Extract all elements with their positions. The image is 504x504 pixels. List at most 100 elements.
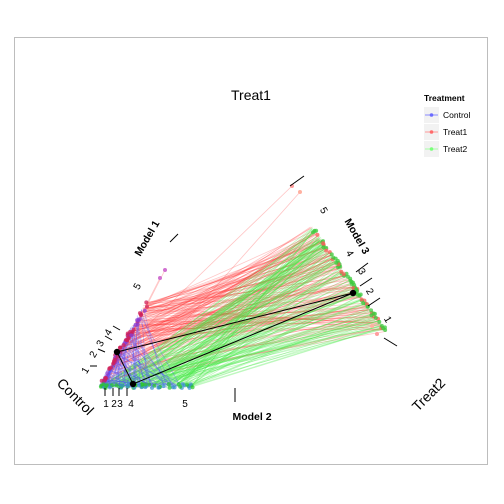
series-line-treat2 (149, 316, 378, 385)
point-model-3 (345, 274, 350, 279)
series-line-treat2 (98, 256, 332, 388)
series-line-control (119, 355, 175, 385)
series-line-treat1 (107, 314, 376, 372)
series-line-control (130, 332, 152, 386)
series-line-treat1 (133, 238, 321, 329)
series-line-control (113, 362, 121, 386)
series-line-treat1 (127, 312, 374, 335)
series-line-treat2 (152, 240, 324, 388)
series-line-treat1 (137, 316, 379, 323)
tick-label-model-1: 4 (103, 327, 116, 338)
tick-label-model-2: 4 (128, 399, 134, 410)
series-line-treat1 (112, 262, 338, 368)
series-line-treat2 (136, 236, 322, 387)
series-line-control (130, 334, 147, 386)
point-model-2 (178, 384, 183, 389)
series-line-treat2 (106, 265, 338, 388)
series-line-control (117, 352, 146, 386)
series-line-control (121, 347, 170, 388)
series-line-treat1 (108, 231, 317, 371)
series-line-treat2 (122, 320, 380, 388)
legend-entry-treat2: Treat2 (424, 141, 468, 157)
series-line-treat2 (193, 326, 383, 387)
series-line-treat1 (120, 239, 322, 350)
series-line-treat1 (116, 234, 317, 359)
series-line-treat1 (132, 281, 351, 332)
series-line-treat1 (142, 265, 341, 310)
series-line-treat1 (134, 315, 374, 329)
series-line-treat2 (101, 316, 377, 388)
series-line-treat1 (132, 267, 341, 332)
series-line-treat2 (125, 305, 368, 386)
series-line-control (121, 345, 157, 388)
series-line-treat1 (104, 330, 387, 380)
series-line-treat1 (125, 289, 360, 342)
series-line-treat2 (176, 257, 337, 385)
series-line-treat1 (148, 305, 383, 331)
point-model-2 (136, 383, 141, 388)
series-line-treat1 (108, 320, 380, 376)
series-line-treat1 (145, 279, 349, 305)
series-line-control (116, 334, 131, 385)
point-model-3 (359, 297, 364, 302)
series-line-treat1 (105, 280, 350, 376)
series-line-treat2 (123, 272, 344, 387)
series-line-treat1 (142, 289, 355, 309)
series-line-treat1 (141, 257, 334, 311)
series-line-control (115, 341, 127, 385)
series-line-treat1 (108, 247, 327, 372)
point-model-3 (357, 293, 362, 298)
series-line-treat2 (178, 286, 356, 386)
point-model-3 (369, 313, 374, 318)
series-line-treat2 (115, 325, 384, 387)
series-line-treat1 (138, 261, 336, 316)
point-model-2 (139, 382, 144, 387)
point-model-2 (107, 385, 112, 390)
highlight-point-3 (349, 289, 357, 297)
point-model-3 (369, 308, 374, 313)
series-line-treat1 (140, 286, 356, 313)
series-line-treat2 (179, 228, 313, 388)
series-line-treat1 (118, 257, 334, 353)
series-line-treat1 (116, 296, 361, 361)
tick-label-model-1: 3 (95, 338, 108, 349)
series-line-treat1 (132, 232, 314, 333)
series-line-treat2 (154, 302, 367, 386)
point-model-2 (190, 385, 195, 390)
series-line-treat2 (110, 298, 363, 388)
series-line-treat1 (137, 302, 365, 321)
series-line-treat2 (102, 261, 335, 386)
legend-label-treat2: Treat2 (443, 144, 468, 154)
series-line-treat1 (135, 258, 336, 324)
series-line-control (119, 351, 136, 385)
series-line-treat1 (132, 233, 317, 332)
series-line-treat2 (109, 311, 372, 388)
series-line-treat2 (125, 286, 355, 388)
point-model-2 (114, 383, 119, 388)
tick-model-1 (97, 348, 106, 353)
series-line-treat1 (147, 247, 327, 304)
point-model-3 (321, 241, 326, 246)
series-line-treat1 (121, 290, 360, 345)
series-line-treat1 (121, 232, 318, 347)
series-line-treat1 (138, 254, 333, 319)
series-line-treat2 (99, 245, 326, 386)
series-line-treat1 (103, 286, 352, 385)
series-line-treat1 (139, 247, 326, 314)
series-line-treat2 (168, 258, 335, 387)
series-line-treat1 (123, 274, 345, 348)
legend-title: Treatment (424, 93, 465, 103)
series-line-treat1 (142, 239, 320, 307)
point-model-1 (128, 329, 133, 334)
series-line-treat2 (179, 242, 325, 385)
series-line-treat1 (105, 318, 378, 375)
tick-label-model-2: 3 (117, 399, 123, 410)
tick-model-3 (359, 277, 373, 287)
series-line-treat2 (111, 318, 378, 387)
point-model-1 (107, 366, 112, 371)
series-line-treat1 (147, 254, 332, 305)
point-model-3 (324, 248, 329, 253)
series-line-treat2 (102, 231, 315, 388)
series-line-treat2 (118, 282, 351, 386)
